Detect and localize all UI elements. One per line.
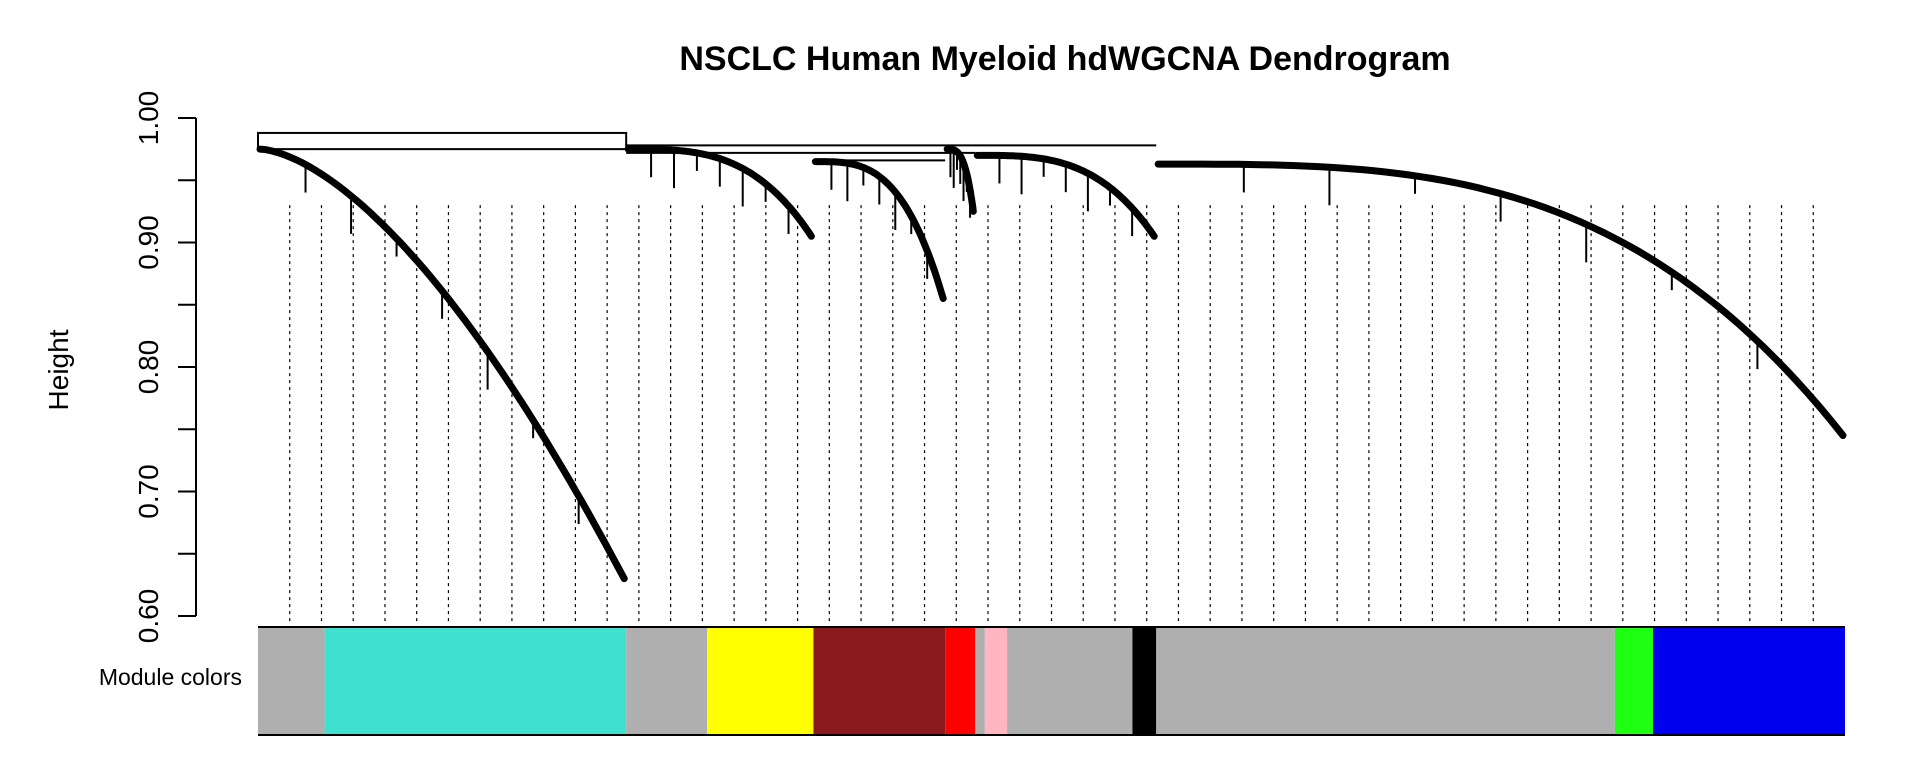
module-segment-red bbox=[945, 627, 976, 735]
dendrogram-branch bbox=[624, 145, 815, 240]
y-axis-label: Height bbox=[43, 329, 74, 410]
y-tick-label: 0.90 bbox=[133, 215, 164, 270]
module-colors-label: Module colors bbox=[99, 664, 242, 690]
chart-title: NSCLC Human Myeloid hdWGCNA Dendrogram bbox=[679, 40, 1450, 78]
leaf-guide-lines bbox=[289, 205, 1814, 623]
module-segment-grey bbox=[975, 627, 985, 735]
module-segment-turquoise bbox=[324, 627, 627, 735]
module-segment-grey bbox=[258, 627, 325, 735]
module-segment-green bbox=[1614, 627, 1653, 735]
dendrogram-branch bbox=[256, 145, 628, 583]
y-tick-label: 0.60 bbox=[133, 589, 164, 644]
module-segment-blue bbox=[1652, 627, 1845, 735]
module-segment-grey bbox=[1007, 627, 1133, 735]
module-segment-yellow bbox=[707, 627, 814, 735]
y-axis: 0.60 0.70 0.80 0.90 1.00 bbox=[133, 91, 197, 644]
module-segment-brown bbox=[813, 627, 946, 735]
merge-link bbox=[257, 131, 628, 151]
y-tick-label: 0.70 bbox=[133, 464, 164, 519]
module-color-bar bbox=[258, 626, 1845, 736]
module-segment-grey bbox=[1156, 627, 1615, 735]
y-tick-label: 0.80 bbox=[133, 340, 164, 395]
dendrogram-tree bbox=[256, 131, 1847, 583]
module-segment-black bbox=[1132, 627, 1157, 735]
module-segment-pink bbox=[984, 627, 1008, 735]
module-segment-grey bbox=[626, 627, 708, 735]
y-tick-label: 1.00 bbox=[133, 91, 164, 146]
